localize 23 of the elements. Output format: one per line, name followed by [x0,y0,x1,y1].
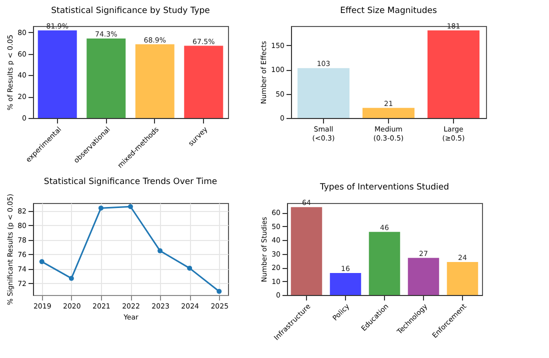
point [68,276,74,281]
point [187,266,192,271]
bar [135,44,174,118]
bar [298,68,350,118]
chart-title: Statistical Significance by Study Type [51,6,210,16]
chart-title: Effect Size Magnitudes [340,6,438,16]
bar [330,273,362,295]
bar [368,232,400,295]
bar [86,38,126,118]
chart-title: Statistical Significance Trends Over Time [44,176,218,187]
bar [408,258,440,295]
bar [362,108,414,118]
point [128,204,133,210]
bar [428,30,480,118]
bar [290,207,322,295]
chart-title: Types of Interventions Studied [318,182,450,193]
bar [446,262,478,295]
point [39,259,44,264]
point [158,248,163,254]
point [216,288,222,294]
bar [38,30,77,118]
bar [184,46,224,118]
point [98,206,104,211]
